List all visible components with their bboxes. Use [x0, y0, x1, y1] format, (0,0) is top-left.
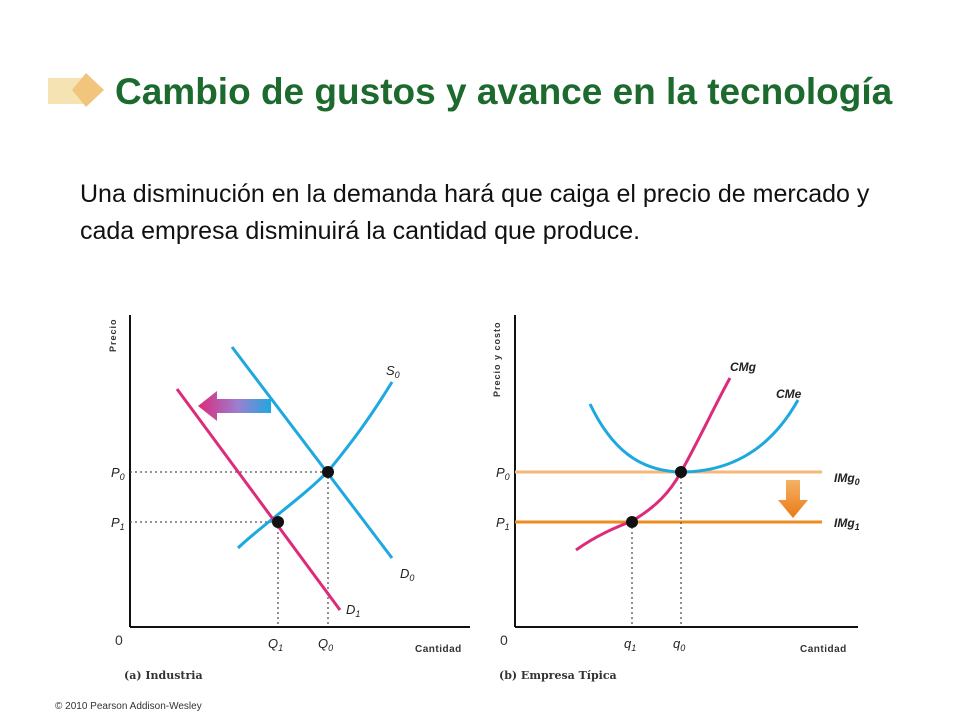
industry-y-axis-label: Precio — [108, 318, 118, 352]
demand0-curve-label: D0 — [400, 566, 414, 583]
demand-curve-d0 — [230, 346, 394, 559]
demand1-curve-label: D1 — [346, 602, 360, 619]
firm-equilibrium-initial — [675, 466, 687, 478]
img0-label: IMg0 — [834, 471, 860, 487]
cme-curve — [588, 399, 800, 474]
industry-panel-caption: (a) Industria — [124, 669, 203, 682]
title-bullet-icon — [48, 73, 104, 107]
firm-panel-caption: (b) Empresa Típica — [499, 669, 617, 682]
firm-panel: Precio y costo Cantidad 0 P0 P1 q1 q0 CM… — [492, 315, 860, 682]
demand-shift-left-arrow — [198, 391, 271, 421]
slide-title: Cambio de gustos y avance en la tecnolog… — [115, 71, 893, 112]
industry-equilibrium-initial — [322, 466, 334, 478]
industry-p1-label: P1 — [111, 515, 125, 532]
firm-p0-label: P0 — [496, 465, 510, 482]
firm-p1-label: P1 — [496, 515, 510, 532]
industry-q1-label: Q1 — [268, 636, 283, 653]
industry-origin-label: 0 — [115, 632, 123, 648]
firm-equilibrium-new — [626, 516, 638, 528]
industry-x-axis-label: Cantidad — [415, 644, 462, 655]
industry-q0-label: Q0 — [318, 636, 333, 653]
firm-x-axis-label: Cantidad — [800, 644, 847, 655]
copyright-notice: © 2010 Pearson Addison-Wesley — [55, 701, 202, 712]
supply-curve-label: S0 — [386, 363, 400, 380]
cme-label: CMe — [776, 387, 802, 401]
price-drop-down-arrow — [778, 480, 808, 518]
cmg-label: CMg — [730, 360, 757, 374]
industry-equilibrium-new — [272, 516, 284, 528]
firm-q0-label: q0 — [673, 636, 685, 653]
industry-panel: Precio Cantidad 0 P0 P1 Q1 Q0 S0 D0 D1 (… — [108, 315, 470, 682]
industry-p0-label: P0 — [111, 465, 125, 482]
firm-origin-label: 0 — [500, 632, 508, 648]
market-diagram: Precio Cantidad 0 P0 P1 Q1 Q0 S0 D0 D1 (… — [108, 315, 860, 682]
cmg-curve — [575, 377, 732, 552]
firm-y-axis-label: Precio y costo — [492, 321, 502, 397]
firm-q1-label: q1 — [624, 636, 636, 653]
img1-label: IMg1 — [834, 516, 860, 532]
demand-curve-d1 — [175, 388, 342, 611]
slide-body-text: Una disminución en la demanda hará que c… — [80, 180, 870, 245]
